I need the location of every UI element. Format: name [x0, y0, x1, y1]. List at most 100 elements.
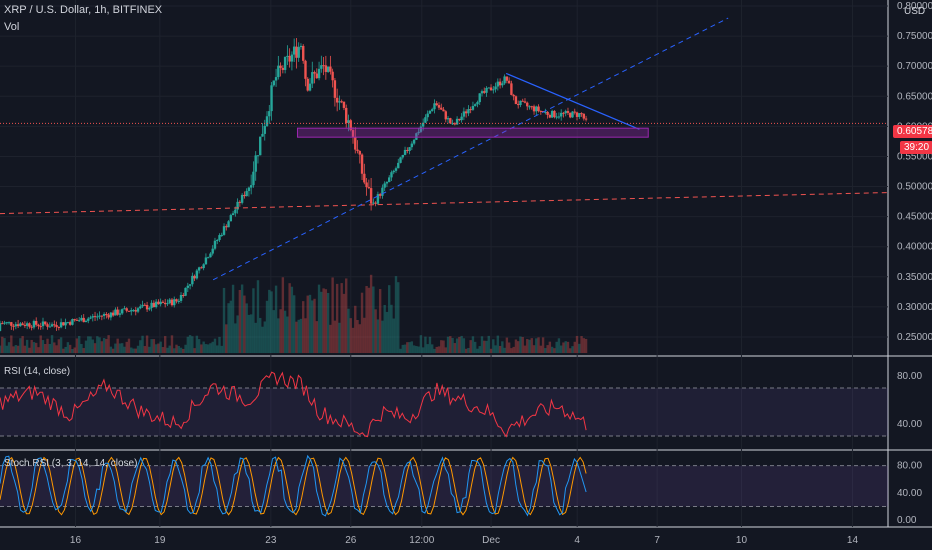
candle-body	[141, 304, 144, 307]
candle-body	[444, 111, 447, 120]
volume-bar	[50, 335, 54, 353]
volume-bar	[295, 321, 298, 353]
candle-body	[435, 103, 438, 106]
volume-bar	[209, 343, 212, 353]
volume-bar	[161, 347, 165, 353]
volume-bar	[0, 345, 2, 353]
candle-body	[313, 72, 316, 74]
volume-bar	[55, 345, 58, 353]
volume-bar	[254, 322, 257, 353]
volume-bar	[453, 343, 457, 353]
candle-body	[279, 65, 282, 68]
candle-body	[238, 201, 242, 203]
volume-bar	[166, 347, 169, 353]
candle-body	[184, 287, 187, 296]
candle-body	[46, 324, 49, 327]
volume-bar	[342, 293, 346, 353]
candle-body	[254, 155, 257, 172]
candle-body	[130, 310, 133, 312]
volume-bar	[216, 345, 219, 353]
candle-body	[485, 87, 488, 93]
volume-bar	[202, 341, 205, 353]
volume-bar	[234, 323, 237, 353]
candle-body	[197, 267, 201, 271]
rsi-label[interactable]: RSI (14, close)	[4, 366, 71, 377]
volume-bar	[87, 336, 90, 353]
long-trendline	[0, 192, 889, 215]
candle-body	[340, 101, 343, 103]
volume-bar	[139, 340, 142, 353]
volume-label[interactable]: Vol	[4, 21, 20, 33]
volume-bar	[474, 341, 477, 353]
symbol-title[interactable]: XRP / U.S. Dollar, 1h, BITFINEX	[4, 4, 163, 16]
time-axis[interactable]: 16 19 23 26 12:00 Dec 4 7 10 14	[70, 535, 859, 546]
candle-body	[163, 302, 167, 305]
volume-bar	[21, 336, 24, 353]
stoch-label[interactable]: Stoch RSI (3, 3, 14, 14, close)	[4, 458, 138, 469]
candle-body	[132, 310, 135, 312]
stoch-band	[0, 465, 888, 507]
grid-layer	[0, 0, 932, 528]
volume-bar	[197, 339, 201, 353]
candle-body	[535, 106, 538, 112]
volume-bar	[186, 336, 190, 353]
candle-body	[548, 114, 552, 118]
candle-body	[335, 97, 339, 103]
volume-bar	[35, 342, 38, 353]
candle-body	[471, 105, 475, 110]
price-tick-label: 0.65000	[897, 91, 932, 102]
volume-bar	[385, 311, 389, 353]
volume-bar	[345, 278, 348, 353]
candle-body	[7, 322, 11, 324]
candle-body	[168, 299, 171, 304]
rsi-tick-label: 80.00	[897, 371, 922, 382]
candle-body	[28, 323, 31, 327]
volume-bar	[281, 277, 285, 353]
candle-body	[16, 324, 20, 327]
volume-bar	[73, 347, 76, 353]
price-axis[interactable]: 0.800000.750000.700000.650000.600000.550…	[897, 1, 932, 526]
candle-body	[166, 303, 169, 305]
volume-bar	[7, 342, 11, 353]
candle-body	[91, 316, 94, 318]
volume-bar	[403, 344, 407, 353]
volume-bar	[123, 346, 126, 353]
volume-bar	[168, 345, 171, 353]
candle-body	[514, 96, 518, 105]
volume-bar	[243, 295, 246, 353]
stoch-d-line	[0, 456, 587, 516]
volume-bar	[374, 309, 377, 353]
candle-body	[381, 187, 384, 196]
candle-body	[150, 302, 153, 308]
volume-bar	[37, 347, 40, 353]
candle-body	[329, 66, 332, 72]
volume-bar	[557, 338, 561, 353]
volume-bar	[489, 348, 493, 353]
candle-body	[268, 111, 271, 117]
candle-body	[526, 102, 529, 107]
volume-bar	[159, 341, 162, 353]
volume-bar	[469, 340, 472, 353]
candle-body	[390, 172, 393, 178]
volume-bar	[308, 294, 312, 353]
candle-body	[64, 322, 67, 326]
candle-body	[564, 111, 567, 114]
candle-body	[399, 157, 402, 163]
rsi-pane	[0, 371, 888, 438]
volume-bar	[421, 347, 425, 353]
volume-bar	[360, 292, 364, 353]
candle-body	[483, 91, 486, 93]
candle-body	[474, 104, 477, 106]
candle-body	[351, 130, 355, 138]
candle-body	[358, 151, 361, 155]
volume-bar	[478, 346, 481, 353]
candle-body	[311, 72, 314, 84]
volume-bar	[279, 309, 282, 353]
candle-body	[406, 149, 409, 151]
candle-body	[503, 76, 506, 84]
candle-body	[455, 118, 459, 125]
volume-bar	[116, 338, 119, 353]
candle-body	[44, 321, 47, 325]
candle-body	[324, 65, 328, 72]
